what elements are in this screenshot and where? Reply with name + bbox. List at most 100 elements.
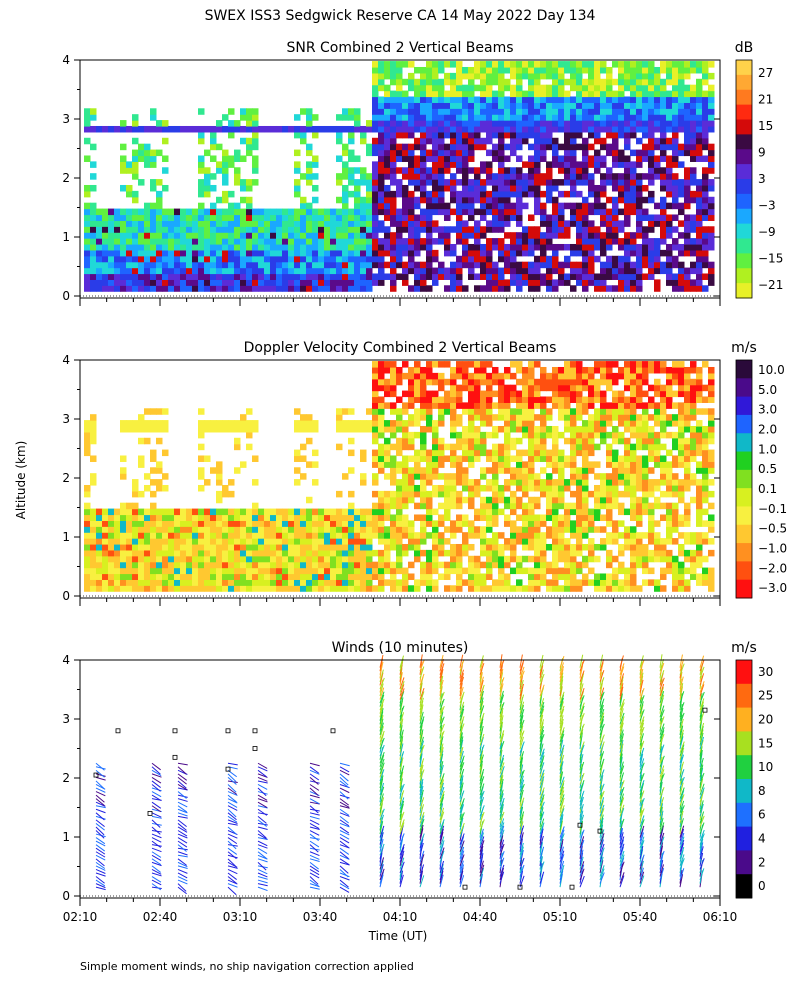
snr-cell <box>174 255 181 263</box>
snr-cell <box>456 90 463 98</box>
doppler-cell <box>402 549 409 557</box>
snr-cell <box>522 190 529 198</box>
snr-cell <box>708 202 715 210</box>
snr-cell <box>660 184 667 192</box>
snr-cell <box>84 261 91 269</box>
doppler-cell <box>630 508 637 516</box>
doppler-cell <box>486 502 493 510</box>
snr-cell <box>588 255 595 263</box>
doppler-cell <box>330 549 337 557</box>
snr-cell <box>486 114 493 121</box>
snr-cell <box>570 184 577 192</box>
snr-cell <box>678 161 685 168</box>
doppler-cell <box>396 484 403 492</box>
doppler-cell <box>132 425 139 433</box>
doppler-cell <box>192 526 199 533</box>
snr-cell <box>420 285 427 292</box>
doppler-cell <box>294 514 301 521</box>
doppler-cell <box>126 543 133 551</box>
snr-cell <box>678 267 685 275</box>
snr-cell <box>498 155 505 162</box>
doppler-cell <box>540 520 547 527</box>
snr-cell <box>456 61 463 68</box>
snr-cell <box>426 255 433 263</box>
doppler-cell <box>378 490 385 498</box>
snr-cell <box>636 96 643 103</box>
snr-cell <box>354 208 361 216</box>
doppler-cell <box>384 449 391 457</box>
snr-cell <box>522 243 529 251</box>
snr-cell <box>666 179 673 186</box>
doppler-cell <box>552 543 559 551</box>
snr-cell <box>150 273 157 280</box>
snr-cell <box>348 220 355 227</box>
snr-cell <box>138 125 145 133</box>
snr-cell <box>564 179 571 186</box>
doppler-cell <box>222 490 229 498</box>
snr-cell <box>330 208 337 216</box>
doppler-cell <box>588 508 595 516</box>
snr-cell <box>336 285 343 292</box>
doppler-cell <box>336 573 343 580</box>
snr-cell <box>246 108 253 115</box>
doppler-cell <box>528 414 535 421</box>
snr-cell <box>426 96 433 103</box>
snr-cell <box>474 120 481 127</box>
snr-cell <box>702 190 709 198</box>
snr-cell <box>138 243 145 251</box>
snr-cell <box>678 285 685 292</box>
doppler-cell <box>504 555 511 563</box>
doppler-cell <box>234 425 241 433</box>
snr-cell <box>564 78 571 86</box>
snr-cell <box>456 72 463 80</box>
snr-cell <box>324 285 331 292</box>
doppler-cell <box>114 514 121 521</box>
doppler-cell <box>414 372 421 380</box>
doppler-cell <box>618 372 625 380</box>
doppler-cell <box>474 414 481 421</box>
snr-cell <box>582 220 589 227</box>
snr-cell <box>558 226 565 233</box>
doppler-cell <box>588 402 595 409</box>
doppler-cell <box>432 473 439 480</box>
doppler-cell <box>126 420 133 427</box>
snr-cell <box>528 96 535 103</box>
doppler-cell <box>366 543 373 551</box>
snr-cell <box>570 125 577 133</box>
snr-cell <box>708 90 715 98</box>
snr-colorbar-unit: dB <box>735 40 754 56</box>
snr-cell <box>450 179 457 186</box>
doppler-cell <box>564 585 571 592</box>
doppler-cell <box>438 443 445 451</box>
snr-cell <box>144 149 151 157</box>
snr-cell <box>198 125 205 133</box>
snr-cell <box>648 220 655 227</box>
doppler-cell <box>606 461 613 468</box>
snr-cell <box>588 102 595 109</box>
snr-cell <box>684 184 691 192</box>
snr-cell <box>228 214 235 221</box>
doppler-cell <box>204 420 211 427</box>
doppler-cell <box>510 555 517 563</box>
snr-cell <box>498 72 505 80</box>
colorbar-tick-label: −21 <box>758 278 783 292</box>
doppler-cell <box>540 514 547 521</box>
doppler-cell <box>282 585 289 592</box>
snr-cell <box>300 279 307 286</box>
doppler-cell <box>480 431 487 439</box>
doppler-cell <box>612 414 619 421</box>
doppler-cell <box>426 425 433 433</box>
doppler-cell <box>408 473 415 480</box>
doppler-cell <box>306 437 313 445</box>
snr-cell <box>618 149 625 157</box>
doppler-cell <box>522 461 529 468</box>
snr-cell <box>366 190 373 198</box>
doppler-cell <box>306 520 313 527</box>
doppler-cell <box>228 532 235 539</box>
doppler-cell <box>390 573 397 580</box>
doppler-cell <box>444 490 451 498</box>
snr-cell <box>666 273 673 280</box>
doppler-cell <box>624 449 631 457</box>
snr-cell <box>558 202 565 210</box>
snr-cell <box>378 66 385 74</box>
